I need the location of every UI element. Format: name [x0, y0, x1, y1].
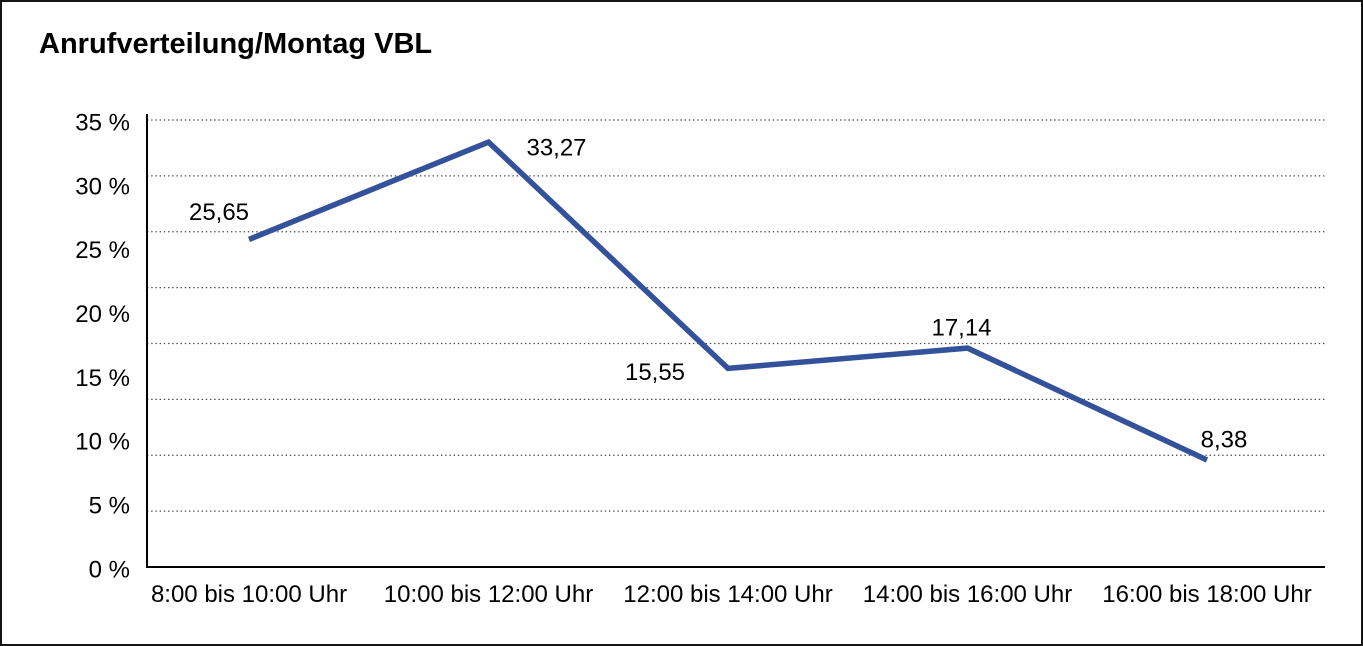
- y-tick-label: 25 %: [75, 237, 130, 264]
- y-tick-label: 5 %: [89, 493, 130, 520]
- y-tick-label: 10 %: [75, 429, 130, 456]
- data-point-label: 15,55: [625, 359, 685, 386]
- x-category-label: 8:00 bis 10:00 Uhr: [151, 581, 347, 608]
- data-point-label: 17,14: [931, 314, 991, 341]
- y-tick-label: 20 %: [75, 301, 130, 328]
- y-tick-label: 15 %: [75, 365, 130, 392]
- data-point-label: 33,27: [526, 134, 586, 161]
- y-tick-label: 0 %: [89, 556, 130, 583]
- x-category-label: 14:00 bis 16:00 Uhr: [863, 581, 1072, 608]
- data-point-label: 8,38: [1201, 426, 1248, 453]
- y-tick-label: 30 %: [75, 173, 130, 200]
- y-tick-label: 35 %: [75, 109, 130, 136]
- x-category-label: 10:00 bis 12:00 Uhr: [384, 581, 593, 608]
- data-line: [247, 138, 1209, 463]
- x-category-label: 16:00 bis 18:00 Uhr: [1102, 581, 1311, 608]
- chart-title: Anrufverteilung/Montag VBL: [39, 28, 433, 60]
- data-point-label: 25,65: [189, 199, 249, 226]
- x-category-label: 12:00 bis 14:00 Uhr: [623, 581, 832, 608]
